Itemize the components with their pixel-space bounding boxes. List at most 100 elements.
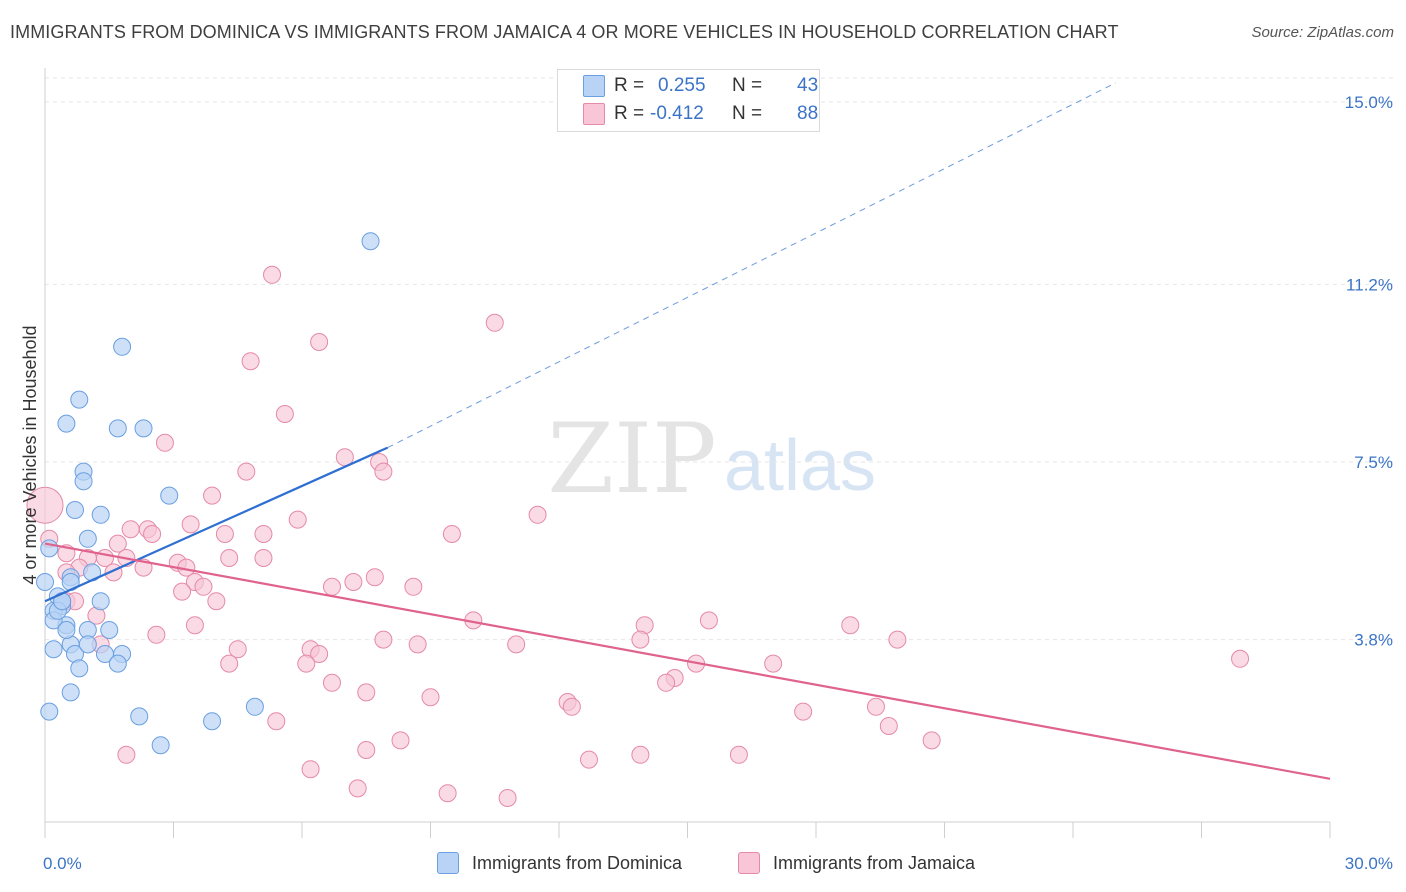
jamaica-point (301, 760, 320, 779)
jamaica-point (1231, 649, 1250, 668)
x-tick-label: 0.0% (43, 854, 82, 873)
dominica-point (65, 501, 84, 519)
axes (44, 68, 1331, 838)
dominica-point (108, 654, 127, 673)
jamaica-point (108, 534, 127, 553)
jamaica-point (348, 779, 367, 798)
jamaica-point (841, 616, 860, 635)
jamaica-point (374, 630, 393, 649)
jamaica-point (365, 568, 384, 587)
y-tick-labels: 3.8% 7.5% 11.2% 15.0% (1345, 93, 1393, 650)
y-tick-label: 7.5% (1354, 453, 1393, 472)
jamaica-point (185, 616, 204, 635)
dominica-legend-swatch (437, 852, 459, 874)
jamaica-point (408, 635, 427, 654)
jamaica-trend-line (44, 542, 1331, 780)
jamaica-point (207, 592, 226, 611)
jamaica-point (297, 654, 316, 673)
y-tick-label: 3.8% (1354, 631, 1393, 650)
legend-label-dominica: Immigrants from Dominica (472, 852, 683, 873)
dominica-point (151, 736, 170, 755)
dominica-point (40, 702, 59, 721)
jamaica-point (344, 573, 363, 591)
watermark-zip: ZIP (547, 403, 716, 515)
dominica-trend-extension (387, 82, 1117, 449)
dominica-point (40, 539, 59, 558)
jamaica-point (147, 625, 166, 644)
dominica-point (160, 486, 179, 505)
jamaica-point (228, 640, 247, 659)
legend-item-dominica: Immigrants from Dominica (437, 852, 682, 874)
jamaica-point (181, 515, 200, 534)
jamaica-point (254, 549, 273, 567)
legend-n-value: 43 (797, 75, 819, 96)
dominica-point (70, 390, 89, 409)
jamaica-point (657, 673, 676, 692)
jamaica-point (121, 520, 140, 539)
dominica-point (245, 697, 264, 716)
jamaica-point (220, 654, 239, 673)
jamaica-point (254, 525, 273, 543)
source-label: Source: ZipAtlas.com (1251, 24, 1394, 41)
jamaica-point (562, 697, 581, 716)
jamaica-point (220, 549, 239, 567)
jamaica-point (699, 611, 718, 630)
y-axis-label: 4 or more Vehicles in Household (20, 325, 40, 584)
dominica-point (108, 419, 127, 438)
jamaica-point (203, 486, 222, 505)
legend-r-value: 0.255 (658, 75, 706, 96)
watermark: ZIP atlas (547, 403, 876, 515)
y-tick-label: 11.2% (1346, 275, 1393, 294)
dominica-point (361, 232, 380, 251)
legend-n-label: N = (732, 103, 763, 124)
jamaica-point (173, 582, 192, 601)
dominica-trend-line (44, 446, 389, 603)
legend-item-jamaica: Immigrants from Jamaica (738, 852, 975, 874)
jamaica-point (404, 577, 423, 596)
legend-n-value: 88 (797, 103, 819, 124)
watermark-atlas: atlas (724, 426, 876, 506)
jamaica-point (579, 750, 598, 769)
jamaica-point (194, 577, 213, 596)
jamaica-point (310, 333, 329, 351)
legend-label-jamaica: Immigrants from Jamaica (773, 852, 976, 873)
jamaica-point (631, 745, 650, 764)
jamaica-point (391, 731, 410, 750)
legend-n-label: N = (732, 75, 763, 96)
jamaica-point (143, 525, 162, 543)
jamaica-point (215, 525, 234, 543)
legend-r-label: R = (614, 75, 645, 96)
jamaica-point (498, 789, 517, 807)
dominica-point (78, 635, 97, 654)
jamaica-point (764, 654, 783, 673)
chart-title: IMMIGRANTS FROM DOMINICA VS IMMIGRANTS F… (10, 22, 1119, 42)
jamaica-point (263, 265, 282, 284)
dominica-point (100, 621, 119, 639)
jamaica-point (322, 673, 341, 692)
dominica-swatch (583, 75, 605, 97)
jamaica-point (26, 486, 64, 524)
dominica-point (70, 659, 89, 678)
jamaica-point (310, 645, 329, 663)
dominica-point (91, 592, 110, 611)
correlation-legend: R = 0.255 N = 43 R = -0.412 N = 88 (557, 69, 820, 132)
jamaica-point (485, 313, 504, 332)
jamaica-point (357, 741, 376, 759)
jamaica-point (117, 745, 136, 764)
dominica-point (36, 573, 54, 591)
jamaica-point (438, 784, 457, 803)
jamaica-point (879, 717, 898, 735)
jamaica-point (631, 630, 650, 649)
dominica-point (91, 505, 110, 524)
y-tick-label: 15.0% (1345, 93, 1393, 112)
jamaica-point (421, 688, 440, 707)
x-tick-labels: 0.0% 30.0% (43, 854, 1393, 873)
dominica-point (113, 337, 132, 356)
jamaica-point (322, 577, 341, 596)
jamaica-points (26, 265, 1250, 807)
dominica-point (130, 707, 149, 726)
jamaica-legend-swatch (738, 852, 760, 874)
dominica-point (74, 472, 93, 491)
dominica-point (203, 712, 222, 731)
